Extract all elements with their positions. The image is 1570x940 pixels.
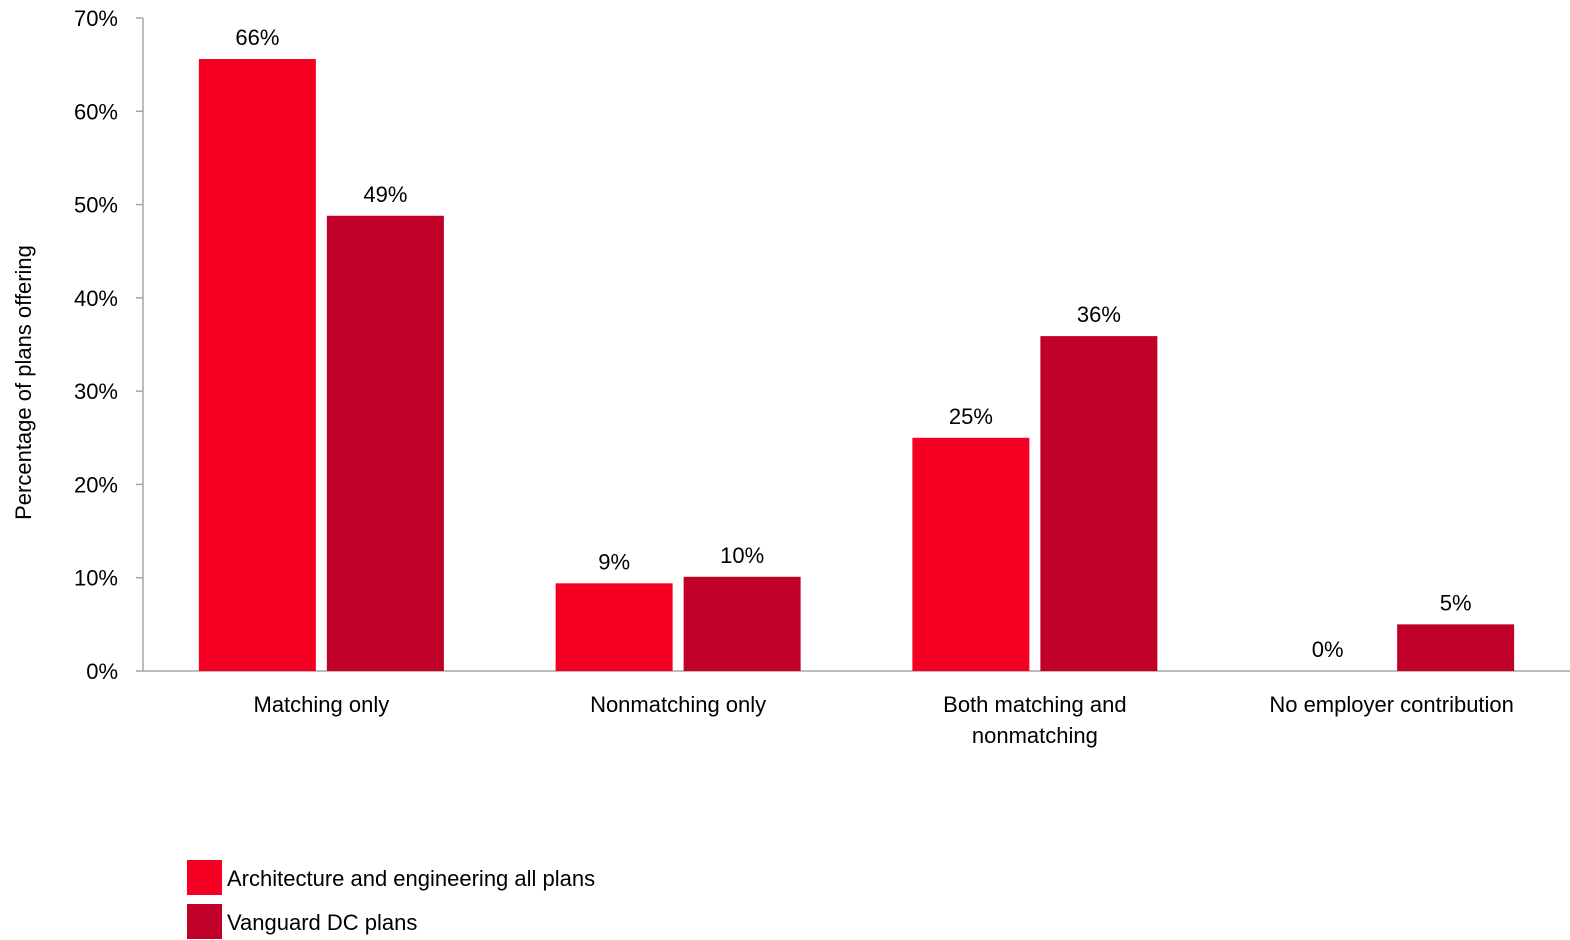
category-label: Matching only <box>254 692 390 717</box>
category-label: Nonmatching only <box>590 692 766 717</box>
bars <box>198 59 1515 671</box>
bar-value-label: 36% <box>1077 302 1121 327</box>
data-labels: 66% 49% 9% 10% 25% 36% 0% 5% <box>235 25 1471 662</box>
y-tick-label: 40% <box>74 286 118 311</box>
bar-architecture-engineering-1 <box>555 583 673 671</box>
legend-swatch <box>187 860 222 895</box>
legend-label: Architecture and engineering all plans <box>227 866 595 891</box>
y-axis-title: Percentage of plans offering <box>11 245 36 520</box>
bar-value-label: 49% <box>363 182 407 207</box>
y-axis-ticks: 0% 10% 20% 30% 40% 50% 60% 70% <box>74 6 143 684</box>
bar-value-label: 66% <box>235 25 279 50</box>
bar-architecture-engineering-0 <box>198 59 316 671</box>
bar-value-label: 9% <box>598 549 630 574</box>
legend: Architecture and engineering all plans Va… <box>187 860 595 939</box>
bar-architecture-engineering-2 <box>912 437 1030 671</box>
bar-value-label: 25% <box>949 404 993 429</box>
y-tick-label: 30% <box>74 379 118 404</box>
category-labels: Matching only Nonmatching only Both matchi… <box>254 692 1514 748</box>
bar-vanguard-dc-1 <box>683 576 801 671</box>
y-tick-label: 20% <box>74 472 118 497</box>
bar-vanguard-dc-3 <box>1397 624 1515 671</box>
y-tick-label: 70% <box>74 6 118 31</box>
bar-value-label: 10% <box>720 543 764 568</box>
y-tick-label: 50% <box>74 193 118 218</box>
bar-value-label: 0% <box>1312 637 1344 662</box>
category-label: nonmatching <box>972 723 1098 748</box>
bar-vanguard-dc-0 <box>326 215 444 671</box>
legend-swatch <box>187 904 222 939</box>
y-tick-label: 60% <box>74 99 118 124</box>
y-tick-label: 10% <box>74 566 118 591</box>
category-label: Both matching and <box>943 692 1126 717</box>
y-tick-label: 0% <box>86 659 118 684</box>
bar-value-label: 5% <box>1440 590 1472 615</box>
legend-label: Vanguard DC plans <box>227 910 417 935</box>
bar-vanguard-dc-2 <box>1040 336 1158 671</box>
category-label: No employer contribution <box>1269 692 1514 717</box>
